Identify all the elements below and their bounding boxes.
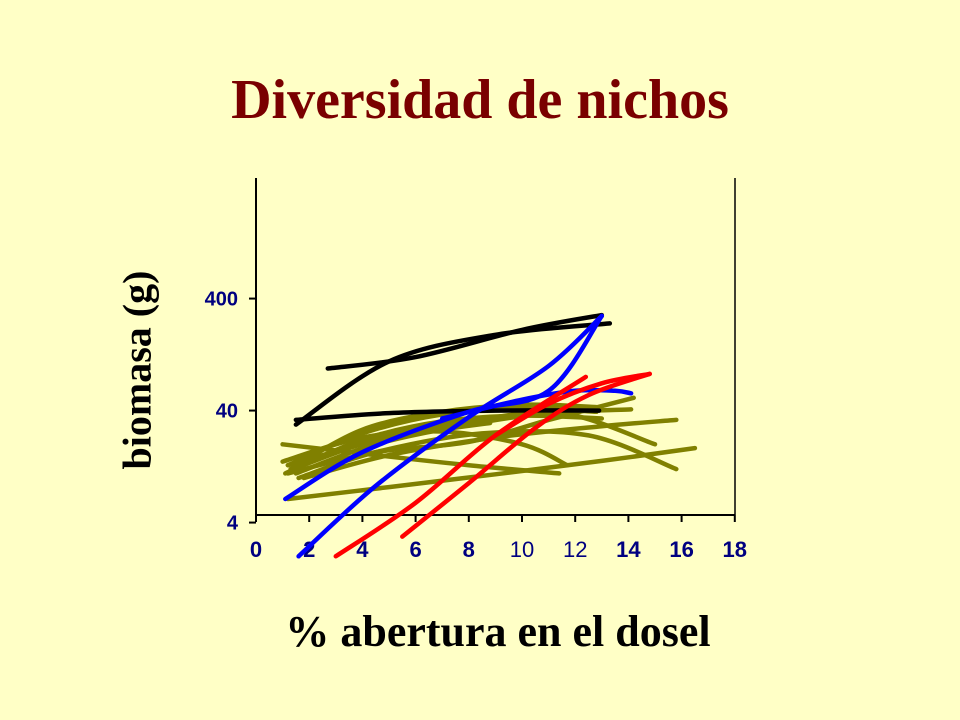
series-line-black (325, 312, 605, 371)
series-line-black (293, 408, 602, 423)
page-title: Diversidad de nichos (231, 69, 729, 131)
series-line-olive (285, 445, 698, 502)
y-tick-label: 4 (227, 513, 239, 535)
x-tick-label: 6 (409, 537, 421, 562)
x-tick-label: 0 (250, 537, 262, 562)
x-tick-label: 18 (723, 537, 747, 562)
y-tick-label: 40 (216, 401, 238, 423)
x-tick-label: 16 (669, 537, 693, 562)
series-line-olive (280, 442, 562, 476)
series-layer (280, 312, 698, 559)
plot-area (255, 178, 736, 516)
y-axis-title: biomasa (g) (114, 270, 160, 470)
series-line-red (400, 371, 652, 539)
series-line-red (493, 371, 652, 438)
x-tick-label: 8 (463, 537, 475, 562)
x-tick-label: 10 (510, 537, 534, 562)
series-line-blue (296, 313, 605, 559)
series-line-black (293, 321, 613, 427)
x-tick-label: 12 (563, 537, 587, 562)
x-axis-title: % abertura en el dosel (285, 607, 711, 656)
series-line-red (333, 374, 589, 559)
x-tick-label: 14 (616, 537, 641, 562)
y-tick-label: 400 (205, 289, 238, 311)
